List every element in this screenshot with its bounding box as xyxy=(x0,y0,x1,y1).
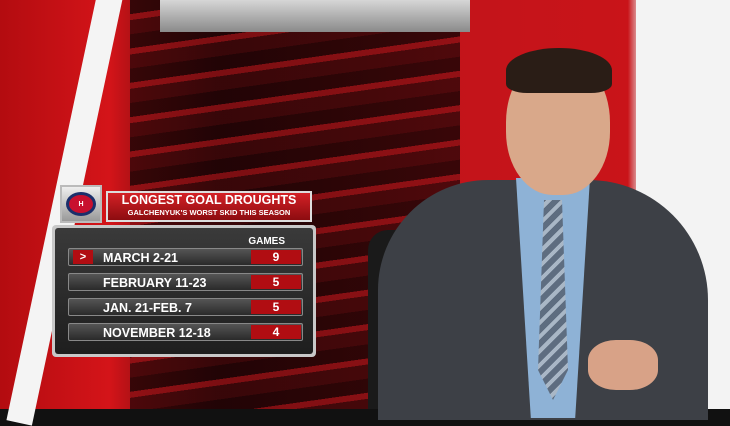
games-header: GAMES xyxy=(248,236,285,247)
table-row: FEBRUARY 11-23 5 xyxy=(68,273,303,291)
hand xyxy=(588,340,658,390)
table-row: NOVEMBER 12-18 4 xyxy=(68,323,303,341)
row-label: JAN. 21-FEB. 7 xyxy=(103,301,192,315)
row-label: MARCH 2-21 xyxy=(103,251,179,265)
row-value: 5 xyxy=(251,275,301,289)
graphic-subtitle: GALCHENYUK'S WORST SKID THIS SEASON xyxy=(127,208,291,217)
chevron-right-icon: > xyxy=(73,250,93,264)
graphic-header: LONGEST GOAL DROUGHTS GALCHENYUK'S WORST… xyxy=(106,191,312,222)
table-row: JAN. 21-FEB. 7 5 xyxy=(68,298,303,316)
row-value: 4 xyxy=(251,325,301,339)
graphic-title: LONGEST GOAL DROUGHTS xyxy=(121,193,297,207)
team-logo: H xyxy=(60,185,102,223)
anchor xyxy=(378,40,708,420)
row-label: NOVEMBER 12-18 xyxy=(103,326,211,340)
studio-ceiling xyxy=(160,0,470,32)
row-label: FEBRUARY 11-23 xyxy=(103,276,207,290)
row-value: 5 xyxy=(251,300,301,314)
stats-graphic: GAMES > MARCH 2-21 9 FEBRUARY 11-23 5 JA… xyxy=(50,185,320,360)
table-row: > MARCH 2-21 9 xyxy=(68,248,303,266)
stats-table: GAMES > MARCH 2-21 9 FEBRUARY 11-23 5 JA… xyxy=(52,225,316,357)
tie xyxy=(538,200,568,400)
hair xyxy=(506,48,612,93)
row-value: 9 xyxy=(251,250,301,264)
